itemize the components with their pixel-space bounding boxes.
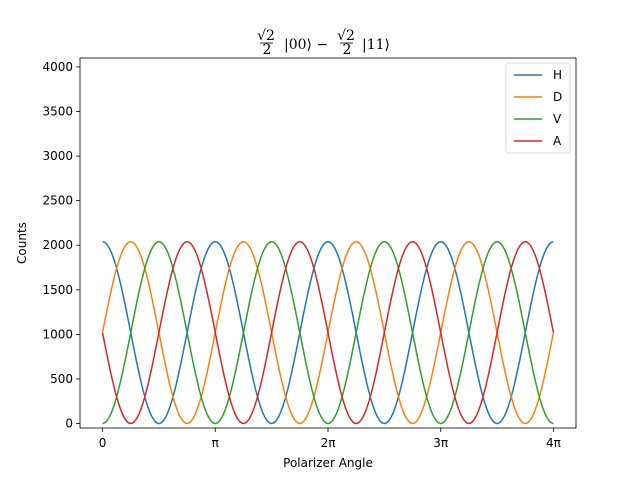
legend-label-A: A [553,134,562,148]
x-axis-ticks: 0 π 2π 3π 4π [99,428,561,450]
y-tick-label: 2000 [42,238,73,252]
legend-label-V: V [553,112,562,126]
y-tick-label: 1000 [42,327,73,341]
x-tick-label: 2π [321,436,336,450]
title-ket1: |00⟩ − [284,37,328,53]
y-tick-label: 500 [50,372,73,386]
y-tick-label: 2500 [42,194,73,208]
y-tick-label: 0 [65,417,73,431]
title-coef1-den: 2 [263,42,272,58]
chart-title: √2 2 |00⟩ − √2 2 |11⟩ [257,28,390,58]
x-tick-label: π [212,436,219,450]
legend-label-D: D [553,90,562,104]
title-coef2-num: √2 [337,28,355,44]
legend-label-H: H [553,68,562,82]
y-tick-label: 1500 [42,283,73,297]
x-axis-label: Polarizer Angle [283,456,373,470]
y-tick-label: 3500 [42,104,73,118]
title-coef2-den: 2 [343,42,352,58]
title-ket2: |11⟩ [362,37,390,53]
series-line-H [102,240,554,425]
y-tick-label: 3000 [42,149,73,163]
y-axis-label: Counts [15,222,29,264]
y-axis-ticks: 0 500 1000 1500 2000 2500 3000 3500 4000 [42,60,80,431]
y-tick-label: 4000 [42,60,73,74]
legend-box [505,62,571,154]
x-tick-label: 4π [546,436,561,450]
series-layer [101,240,555,425]
plot-frame [79,57,577,429]
x-tick-label: 0 [99,436,107,450]
title-coef1-num: √2 [257,28,275,44]
series-line-A [101,241,555,425]
series-line-V [102,240,554,425]
x-tick-label: 3π [433,436,448,450]
